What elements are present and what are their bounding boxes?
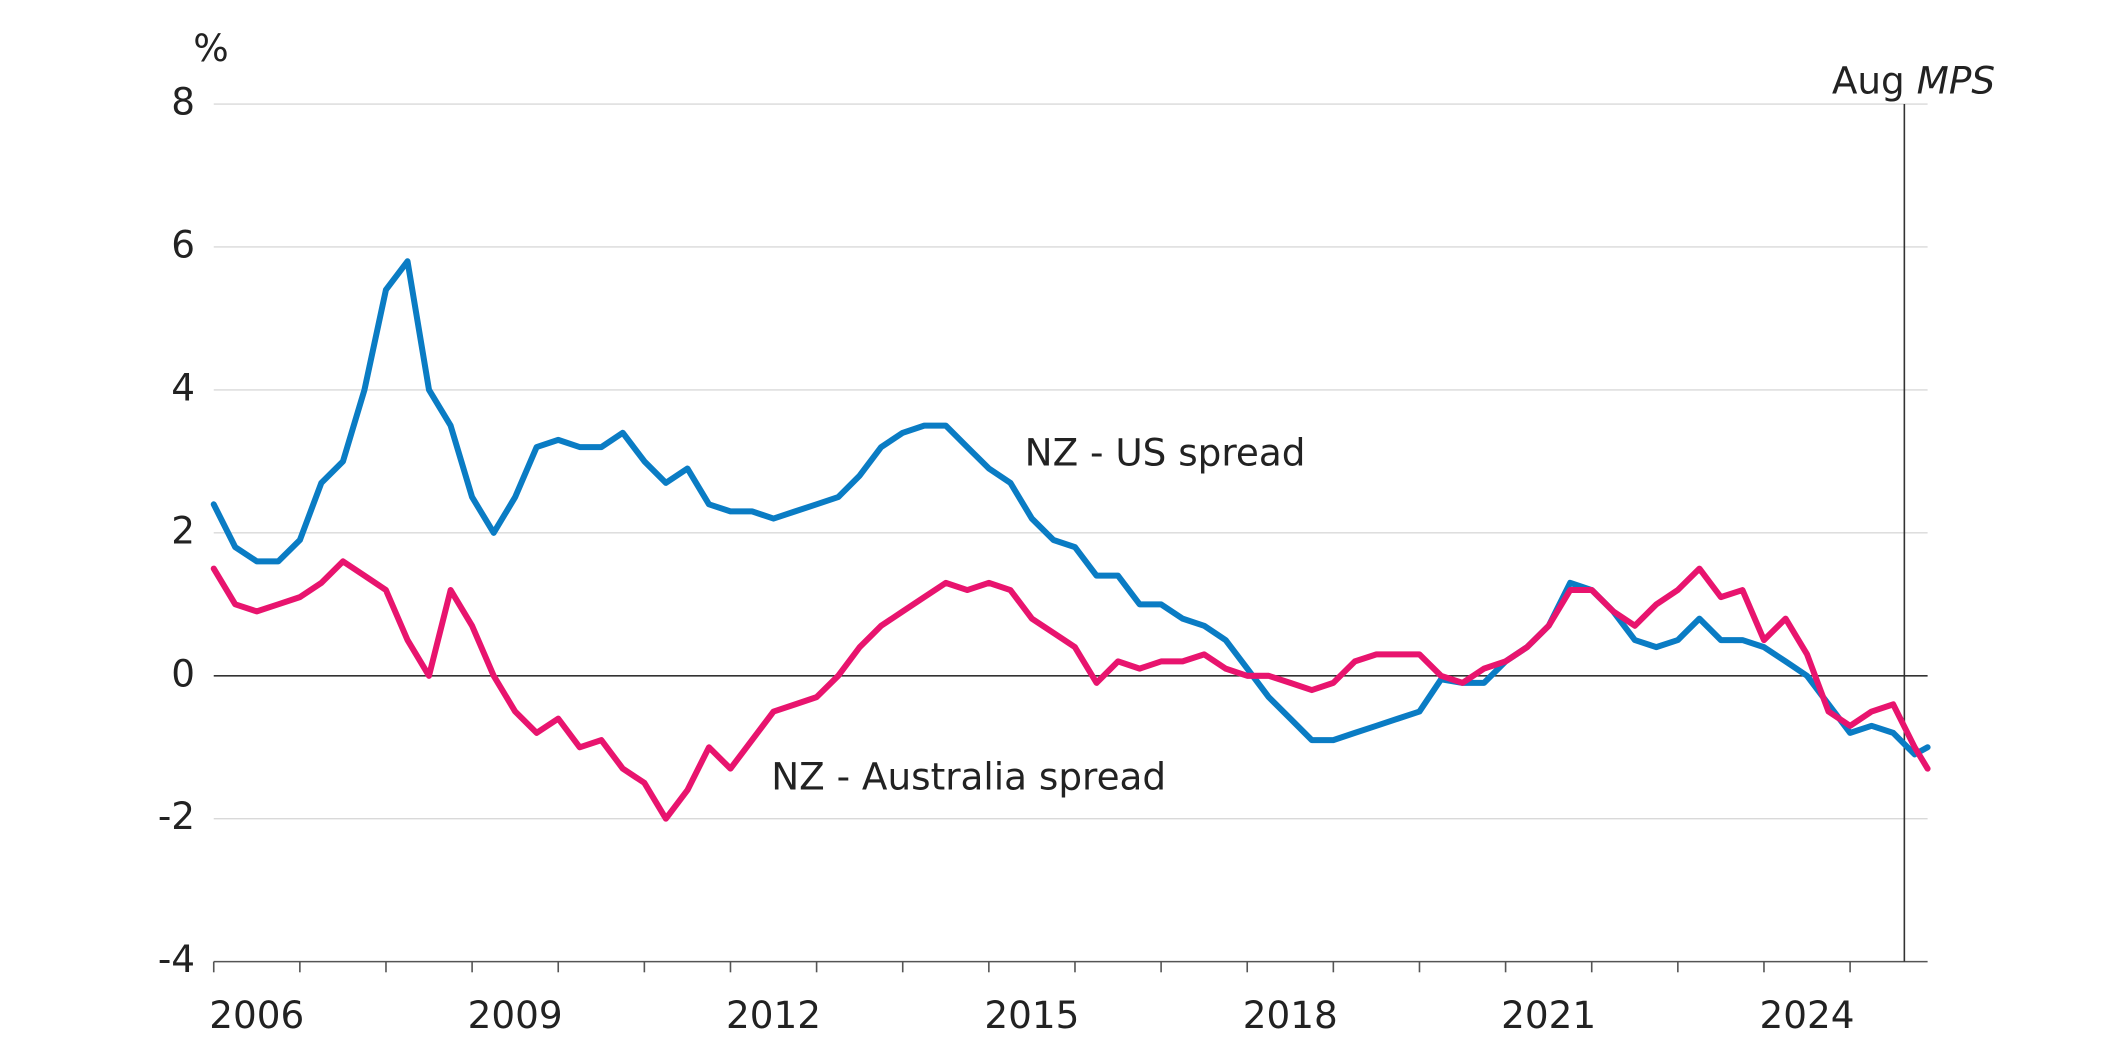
y-tick-label: -4: [158, 937, 195, 981]
x-tick-label: 2015: [984, 993, 1079, 1037]
x-tick-label: 2009: [468, 993, 563, 1037]
y-tick-label: -2: [158, 794, 195, 838]
x-tick-label: 2012: [726, 993, 821, 1037]
y-tick-label: 2: [171, 508, 195, 552]
y-axis-label: %: [193, 26, 228, 70]
series-label: NZ - Australia spread: [771, 754, 1166, 798]
x-tick-label: 2018: [1243, 993, 1338, 1037]
y-tick-label: 6: [171, 222, 195, 266]
y-tick-label: 4: [171, 365, 195, 409]
vline-label-text: Aug: [1832, 58, 1905, 102]
x-tick-label: 2021: [1501, 993, 1596, 1037]
x-tick-label: 2006: [209, 993, 304, 1037]
series-line: [210, 558, 1931, 822]
series-line: [210, 258, 1931, 758]
x-tick-label: 2024: [1760, 993, 1855, 1037]
vline-label: Aug MPS: [1832, 58, 1995, 102]
vline-label-italic: MPS: [1917, 58, 1995, 102]
series-label: NZ - US spread: [1025, 430, 1306, 474]
y-tick-label: 8: [171, 80, 195, 124]
y-tick-label: 0: [171, 651, 195, 695]
